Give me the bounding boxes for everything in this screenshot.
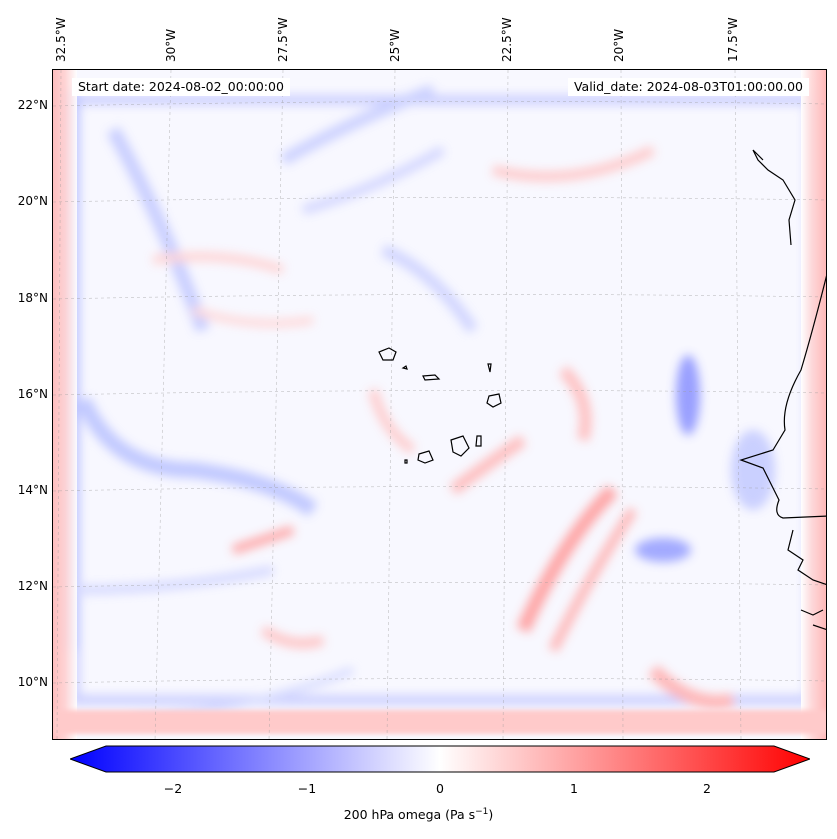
lon-label: 17.5°W — [726, 17, 740, 62]
gridlines — [53, 70, 826, 739]
valid-date-label: Valid_date: 2024-08-03T01:00:00.00 — [567, 78, 809, 96]
coastline — [739, 149, 826, 630]
colorbar-tick: 2 — [703, 781, 711, 796]
map-panel — [52, 69, 827, 740]
omega-field-map — [53, 70, 826, 739]
boundary-right — [801, 70, 826, 739]
colorbar-tick: 0 — [436, 781, 444, 796]
islands — [378, 347, 502, 464]
lon-label: 25°W — [388, 28, 402, 62]
lon-label: 30°W — [164, 28, 178, 62]
lon-label: 27.5°W — [276, 17, 290, 62]
lat-label: 12°N — [17, 579, 48, 593]
lat-label: 20°N — [17, 194, 48, 208]
lon-label: 32.5°W — [54, 17, 68, 62]
map-background — [53, 70, 826, 739]
lat-label: 18°N — [17, 291, 48, 305]
colorbar-gradient — [70, 745, 810, 773]
colorbar-tick: −2 — [163, 781, 183, 796]
boundary-left — [53, 70, 77, 739]
colorbar-tick: 1 — [570, 781, 578, 796]
lat-label: 10°N — [17, 675, 48, 689]
lat-label: 16°N — [17, 387, 48, 401]
lat-label: 14°N — [17, 483, 48, 497]
lat-label: 22°N — [17, 98, 48, 112]
colorbar-label-end: ) — [488, 807, 494, 823]
boundary-bottom — [53, 710, 826, 734]
lon-label: 20°W — [612, 28, 626, 62]
colorbar-label-exponent: −1 — [475, 807, 489, 817]
colorbar-label: 200 hPa omega (Pa s−1) — [0, 807, 837, 822]
start-date-label: Start date: 2024-08-02_00:00:00 — [72, 78, 290, 96]
lon-label: 22.5°W — [500, 17, 514, 62]
colorbar-label-main: 200 hPa omega (Pa s — [343, 807, 476, 823]
colorbar-tick: −1 — [297, 781, 317, 796]
colorbar — [70, 745, 810, 773]
